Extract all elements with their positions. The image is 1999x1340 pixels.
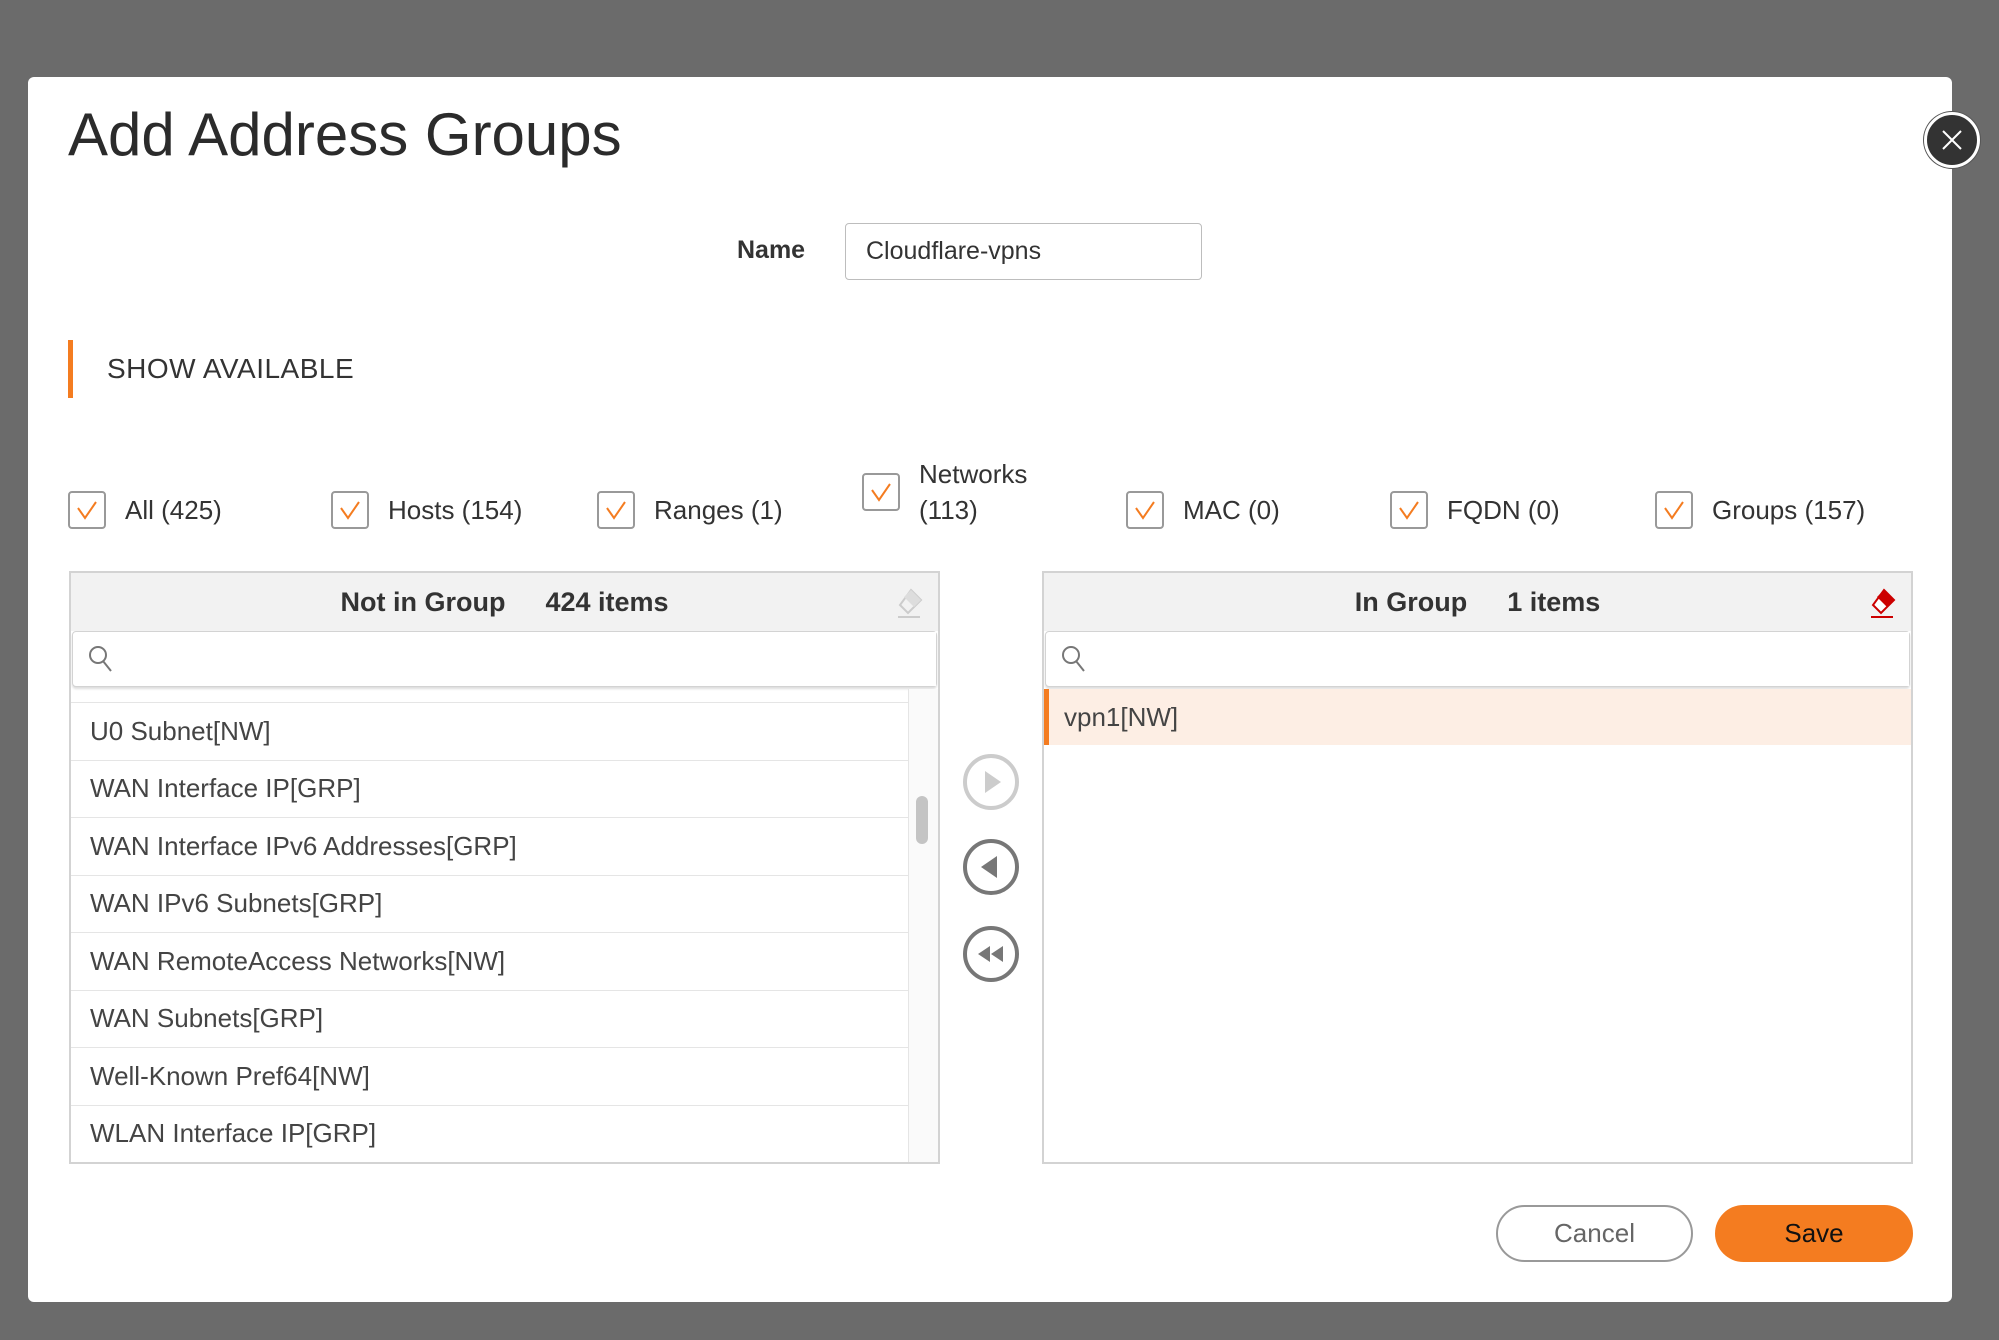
filter-fqdn-checkbox[interactable]: FQDN (0) xyxy=(1390,491,1560,529)
filter-label: MAC (0) xyxy=(1183,495,1280,525)
list-item[interactable]: Well-Known Pref64[NW] xyxy=(71,1048,908,1106)
not-in-group-search-input[interactable] xyxy=(125,632,936,686)
list-item[interactable]: WAN Interface IP[GRP] xyxy=(71,761,908,818)
checkmark-icon xyxy=(1126,491,1164,529)
move-left-button[interactable] xyxy=(962,838,1020,896)
list-item[interactable]: U0 Subnet[NW] xyxy=(71,703,908,761)
filter-groups-checkbox[interactable]: Groups (157) xyxy=(1655,491,1865,529)
rewind-icon xyxy=(978,946,1003,962)
checkmark-icon xyxy=(68,491,106,529)
checkmark-icon xyxy=(1655,491,1693,529)
scrollbar-thumb[interactable] xyxy=(916,796,928,844)
not-in-group-panel: Not in Group 424 items U0 Subnet[NW] WAN … xyxy=(69,571,940,1164)
in-group-search-input[interactable] xyxy=(1098,632,1909,686)
in-group-panel: In Group 1 items vpn1[NW] xyxy=(1042,571,1913,1164)
checkmark-icon xyxy=(597,491,635,529)
filter-label: All (425) xyxy=(125,495,222,525)
search-icon xyxy=(1062,646,1085,672)
search-icon xyxy=(89,646,112,672)
play-right-icon xyxy=(985,771,1001,793)
dialog-title: Add Address Groups xyxy=(68,101,622,168)
list-item[interactable]: WAN RemoteAccess Networks[NW] xyxy=(71,933,908,991)
not-in-group-list: U0 Subnet[NW] WAN Interface IP[GRP] WAN In… xyxy=(71,689,938,1162)
in-group-count: 1 items xyxy=(1507,586,1601,617)
filter-mac-checkbox[interactable]: MAC (0) xyxy=(1126,491,1280,529)
checkmark-icon xyxy=(862,473,900,511)
not-in-group-count: 424 items xyxy=(545,586,669,617)
save-button[interactable]: Save xyxy=(1715,1205,1913,1262)
filter-networks-checkbox[interactable]: Networks (113) xyxy=(862,456,1049,528)
scrollbar[interactable] xyxy=(908,689,938,1162)
list-item[interactable]: WAN Subnets[GRP] xyxy=(71,991,908,1048)
in-group-list: vpn1[NW] xyxy=(1044,689,1911,1162)
checkmark-icon xyxy=(331,491,369,529)
filter-all-checkbox[interactable]: All (425) xyxy=(68,491,222,529)
play-left-icon xyxy=(981,856,997,878)
show-available-heading: SHOW AVAILABLE xyxy=(107,353,355,384)
name-input[interactable] xyxy=(845,223,1202,280)
in-group-header: In Group 1 items xyxy=(1044,573,1911,631)
section-accent-bar xyxy=(68,340,73,398)
filter-label: Networks (113) xyxy=(919,459,1028,525)
eraser-icon[interactable] xyxy=(894,587,924,619)
list-item[interactable]: WAN Interface IPv6 Addresses[GRP] xyxy=(71,818,908,876)
move-all-left-button[interactable] xyxy=(962,925,1020,983)
close-icon xyxy=(1942,130,1962,150)
close-button[interactable] xyxy=(1924,112,1980,168)
filter-ranges-checkbox[interactable]: Ranges (1) xyxy=(597,491,783,529)
filter-hosts-checkbox[interactable]: Hosts (154) xyxy=(331,491,522,529)
in-group-search[interactable] xyxy=(1045,631,1910,687)
cancel-button[interactable]: Cancel xyxy=(1496,1205,1693,1262)
list-item-selected[interactable]: vpn1[NW] xyxy=(1044,689,1911,745)
not-in-group-header: Not in Group 424 items xyxy=(71,573,938,631)
eraser-icon[interactable] xyxy=(1867,587,1897,619)
not-in-group-search[interactable] xyxy=(72,631,937,687)
move-right-button[interactable] xyxy=(962,753,1020,811)
partial-row xyxy=(71,689,908,703)
list-item[interactable]: WLAN Interface IP[GRP] xyxy=(71,1106,908,1163)
filter-label: Groups (157) xyxy=(1712,495,1866,525)
list-item[interactable]: WAN IPv6 Subnets[GRP] xyxy=(71,876,908,933)
filter-label: Ranges (1) xyxy=(654,495,783,525)
not-in-group-title: Not in Group xyxy=(340,586,506,617)
in-group-title: In Group xyxy=(1354,586,1468,617)
name-label: Name xyxy=(737,236,806,264)
filter-label: FQDN (0) xyxy=(1447,495,1560,525)
filter-label: Hosts (154) xyxy=(388,495,523,525)
checkmark-icon xyxy=(1390,491,1428,529)
